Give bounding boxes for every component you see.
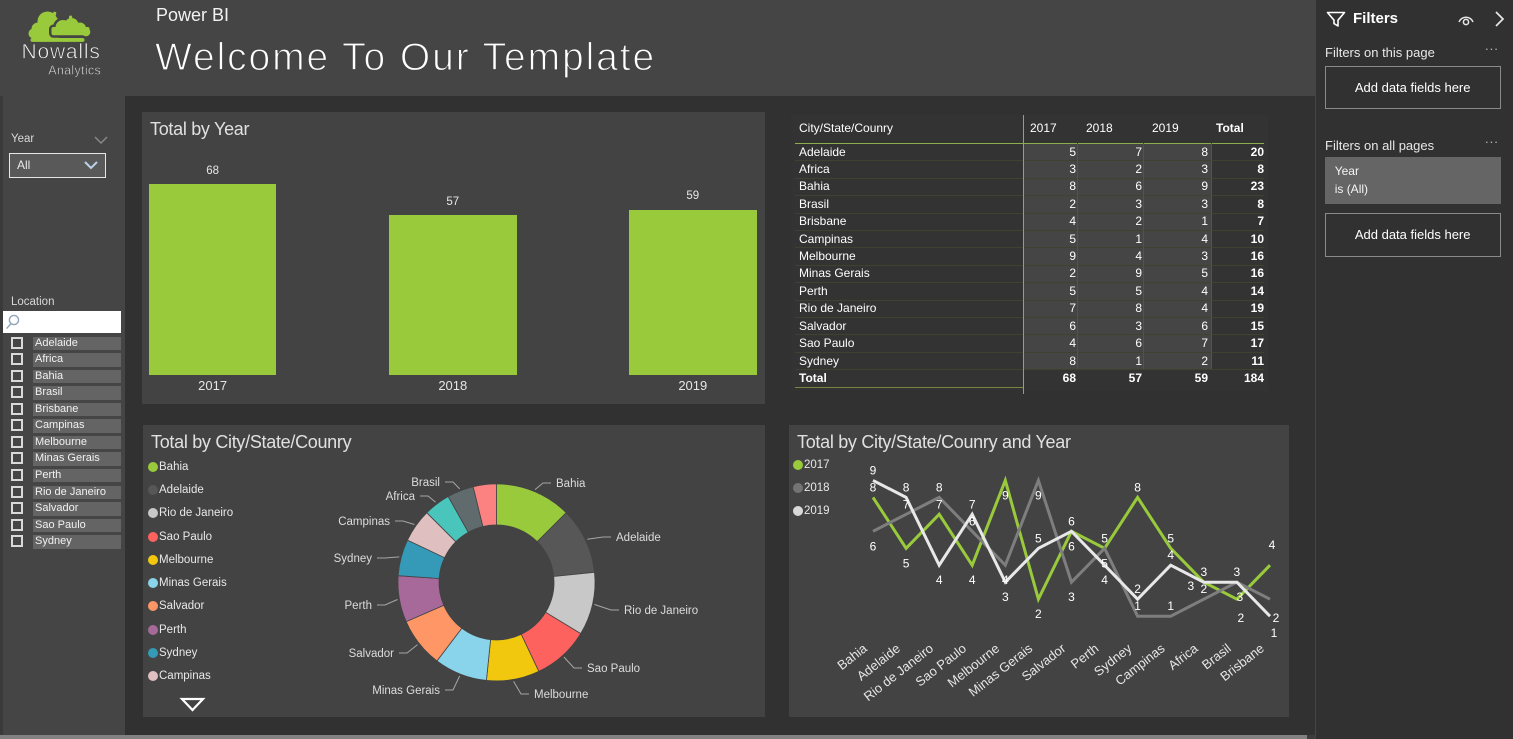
svg-text:Nowalls: Nowalls: [22, 41, 101, 64]
svg-text:Analytics: Analytics: [48, 64, 101, 78]
